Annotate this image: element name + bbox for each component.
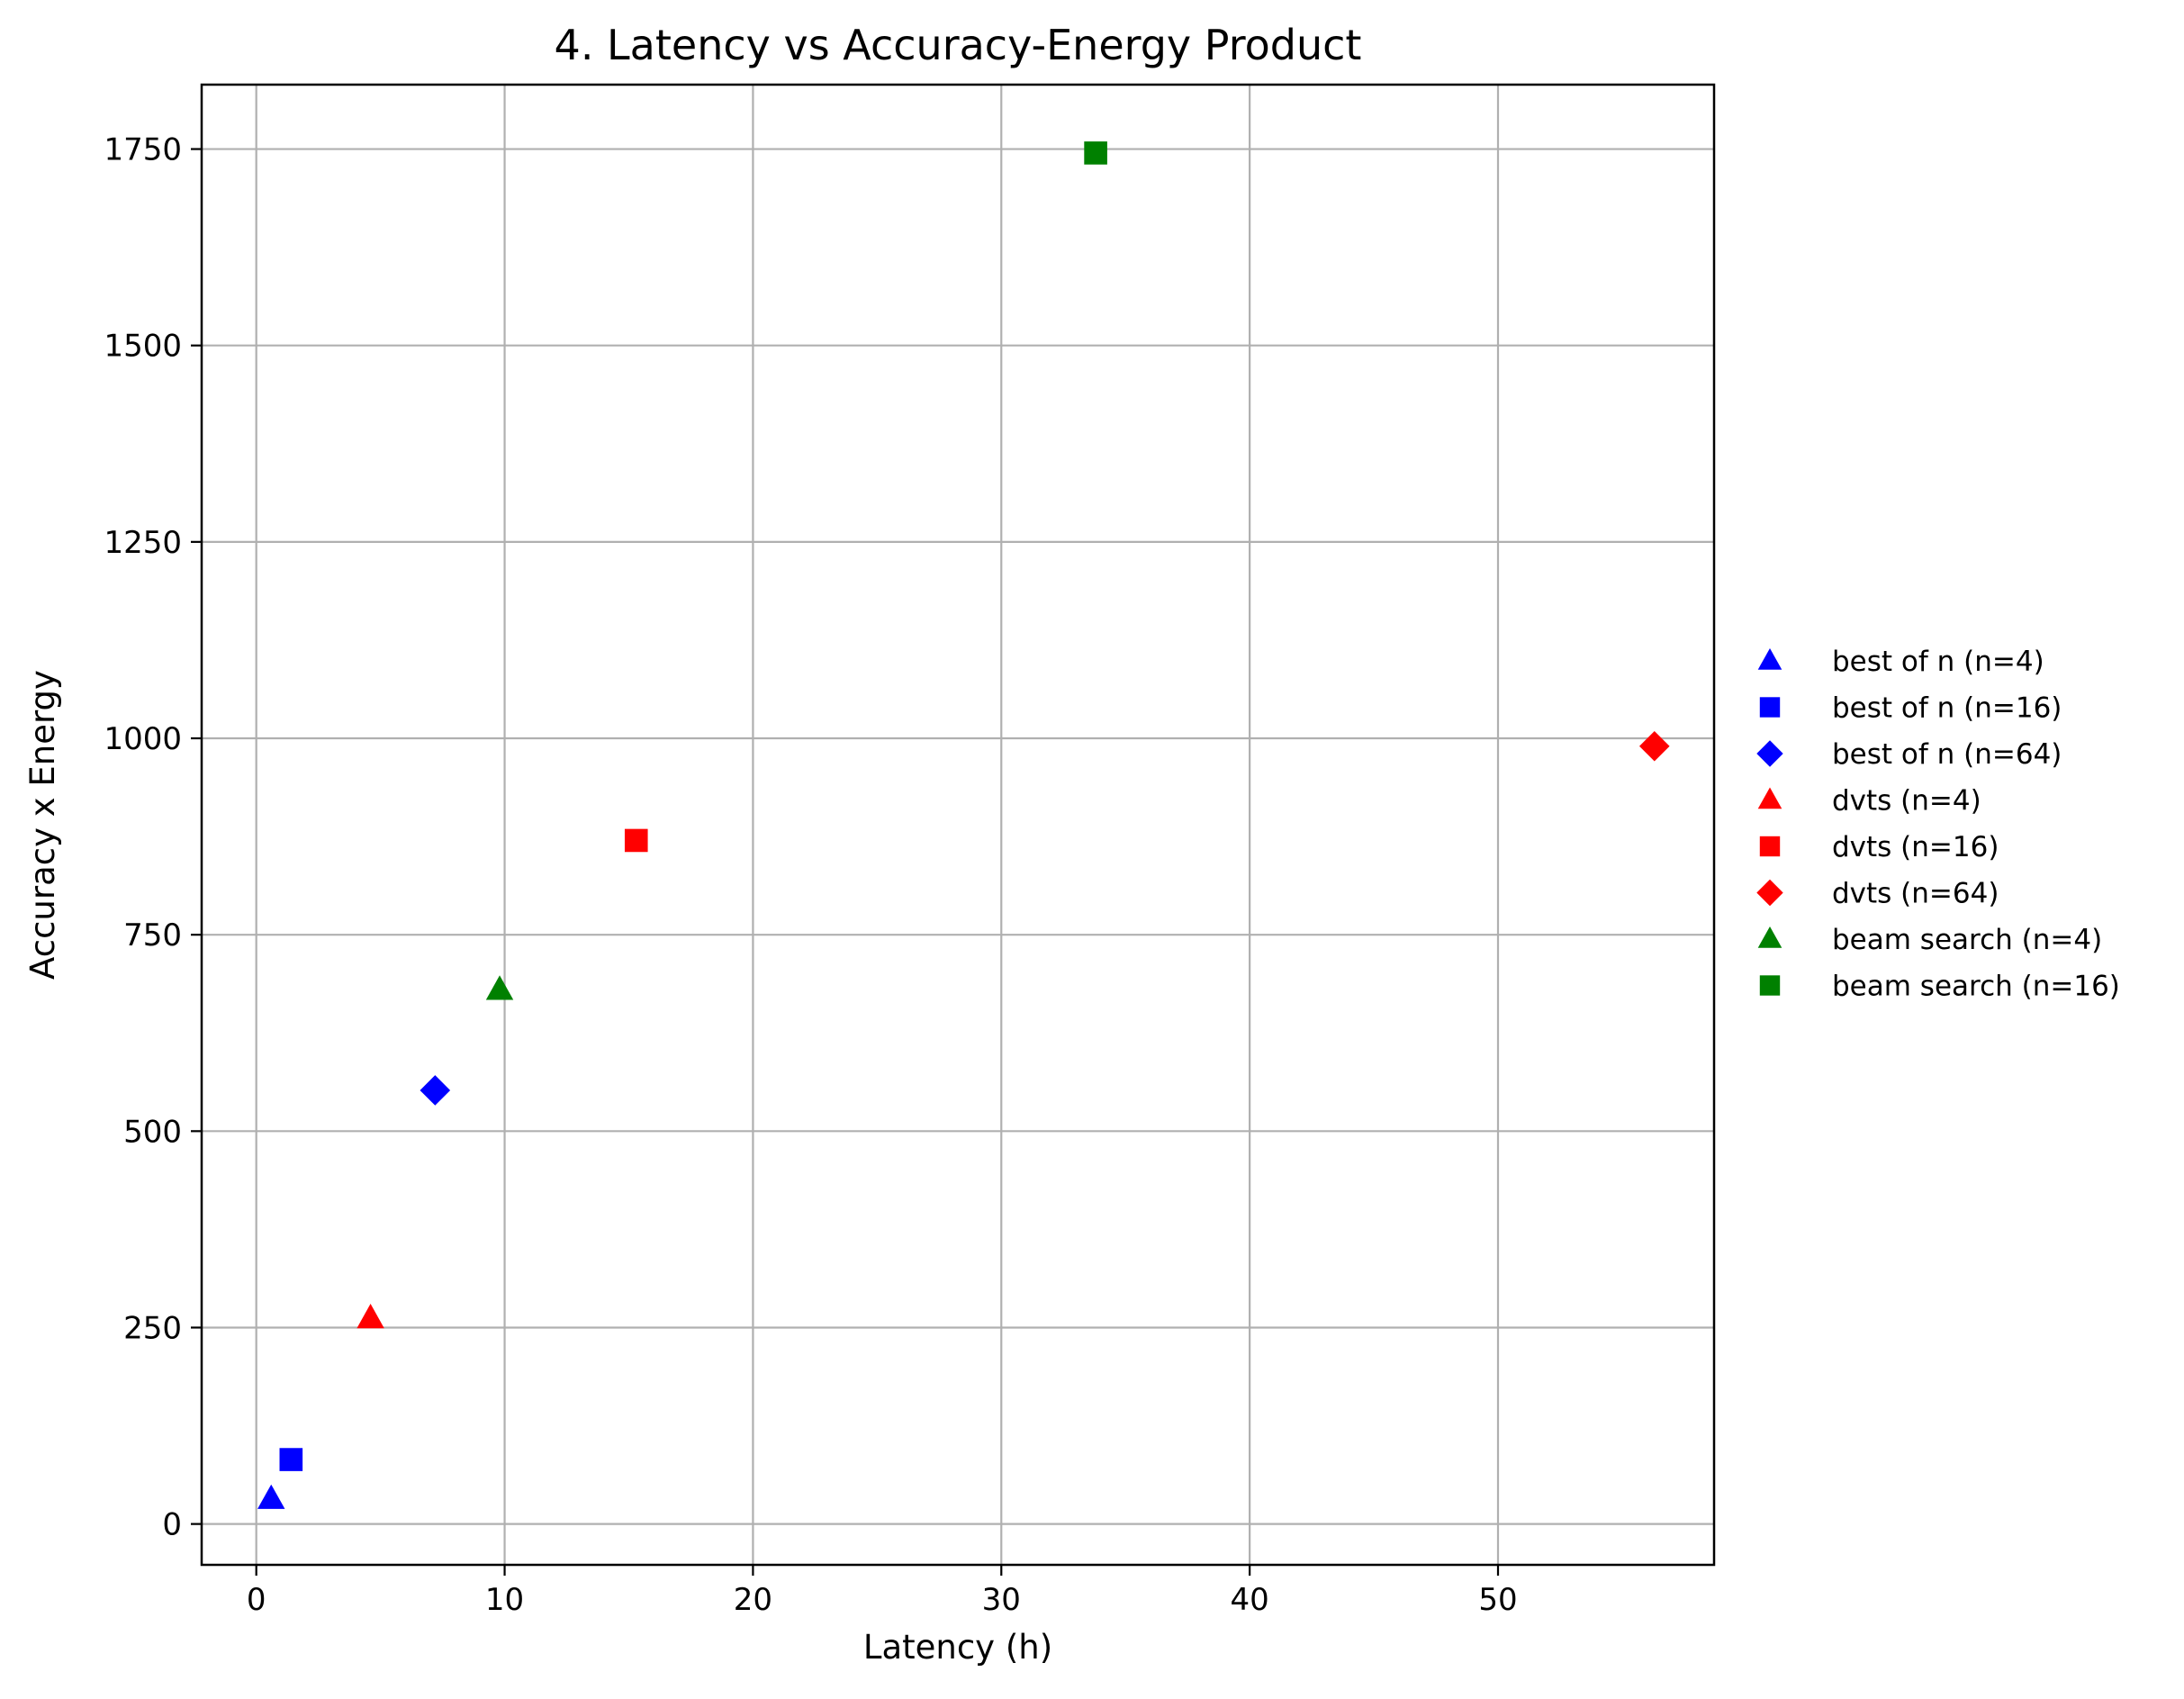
x-tick-label: 30 [982,1582,1021,1618]
y-tick-label: 1250 [104,525,182,561]
legend-entry-label: best of n (n=64) [1832,738,2062,771]
legend-marker [1757,787,1782,809]
legend-entry-label: dvts (n=64) [1832,878,1999,910]
legend-entry-label: beam search (n=16) [1832,971,2120,1003]
data-point [1638,730,1670,762]
data-point [624,828,648,853]
data-point [279,1448,303,1471]
legend-entry-label: best of n (n=4) [1832,646,2044,678]
data-point [420,1075,451,1106]
y-tick-label: 0 [162,1507,182,1543]
y-tick-label: 1000 [104,721,182,757]
data-point [1084,141,1107,165]
legend-marker [1759,975,1781,996]
data-point [356,1304,384,1329]
legend-marker [1759,697,1781,718]
legend-entry-label: best of n (n=16) [1832,692,2062,725]
y-tick-label: 1500 [104,329,182,365]
data-point [257,1484,285,1509]
legend-marker [1757,926,1782,948]
legend-marker [1756,879,1783,907]
x-tick-label: 20 [734,1582,772,1618]
y-tick-label: 500 [123,1114,182,1150]
legend-marker [1757,648,1782,670]
x-tick-label: 40 [1231,1582,1269,1618]
data-point [485,975,514,1000]
data-points [257,141,1670,1509]
legend-marker [1756,740,1783,767]
y-tick-label: 250 [123,1310,182,1346]
y-tick-label: 1750 [104,132,182,168]
legend: best of n (n=4) best of n (n=16) best of n… [1756,646,2120,1003]
x-tick-label: 10 [485,1582,524,1618]
legend-marker [1759,836,1781,857]
chart-title: 4. Latency vs Accuracy-Energy Product [555,21,1362,69]
legend-entry-label: dvts (n=4) [1832,785,1981,818]
y-tick-label: 750 [123,917,182,953]
plot-area-frame [200,83,1716,1567]
x-tick-label: 0 [247,1582,266,1618]
legend-entry-label: beam search (n=4) [1832,924,2102,956]
x-tick-label: 50 [1478,1582,1517,1618]
y-axis-label: Accuracy x Energy [23,670,62,980]
grid-lines [202,85,1714,1565]
legend-entry-label: dvts (n=16) [1832,831,1999,863]
x-axis-label: Latency (h) [863,1628,1052,1667]
